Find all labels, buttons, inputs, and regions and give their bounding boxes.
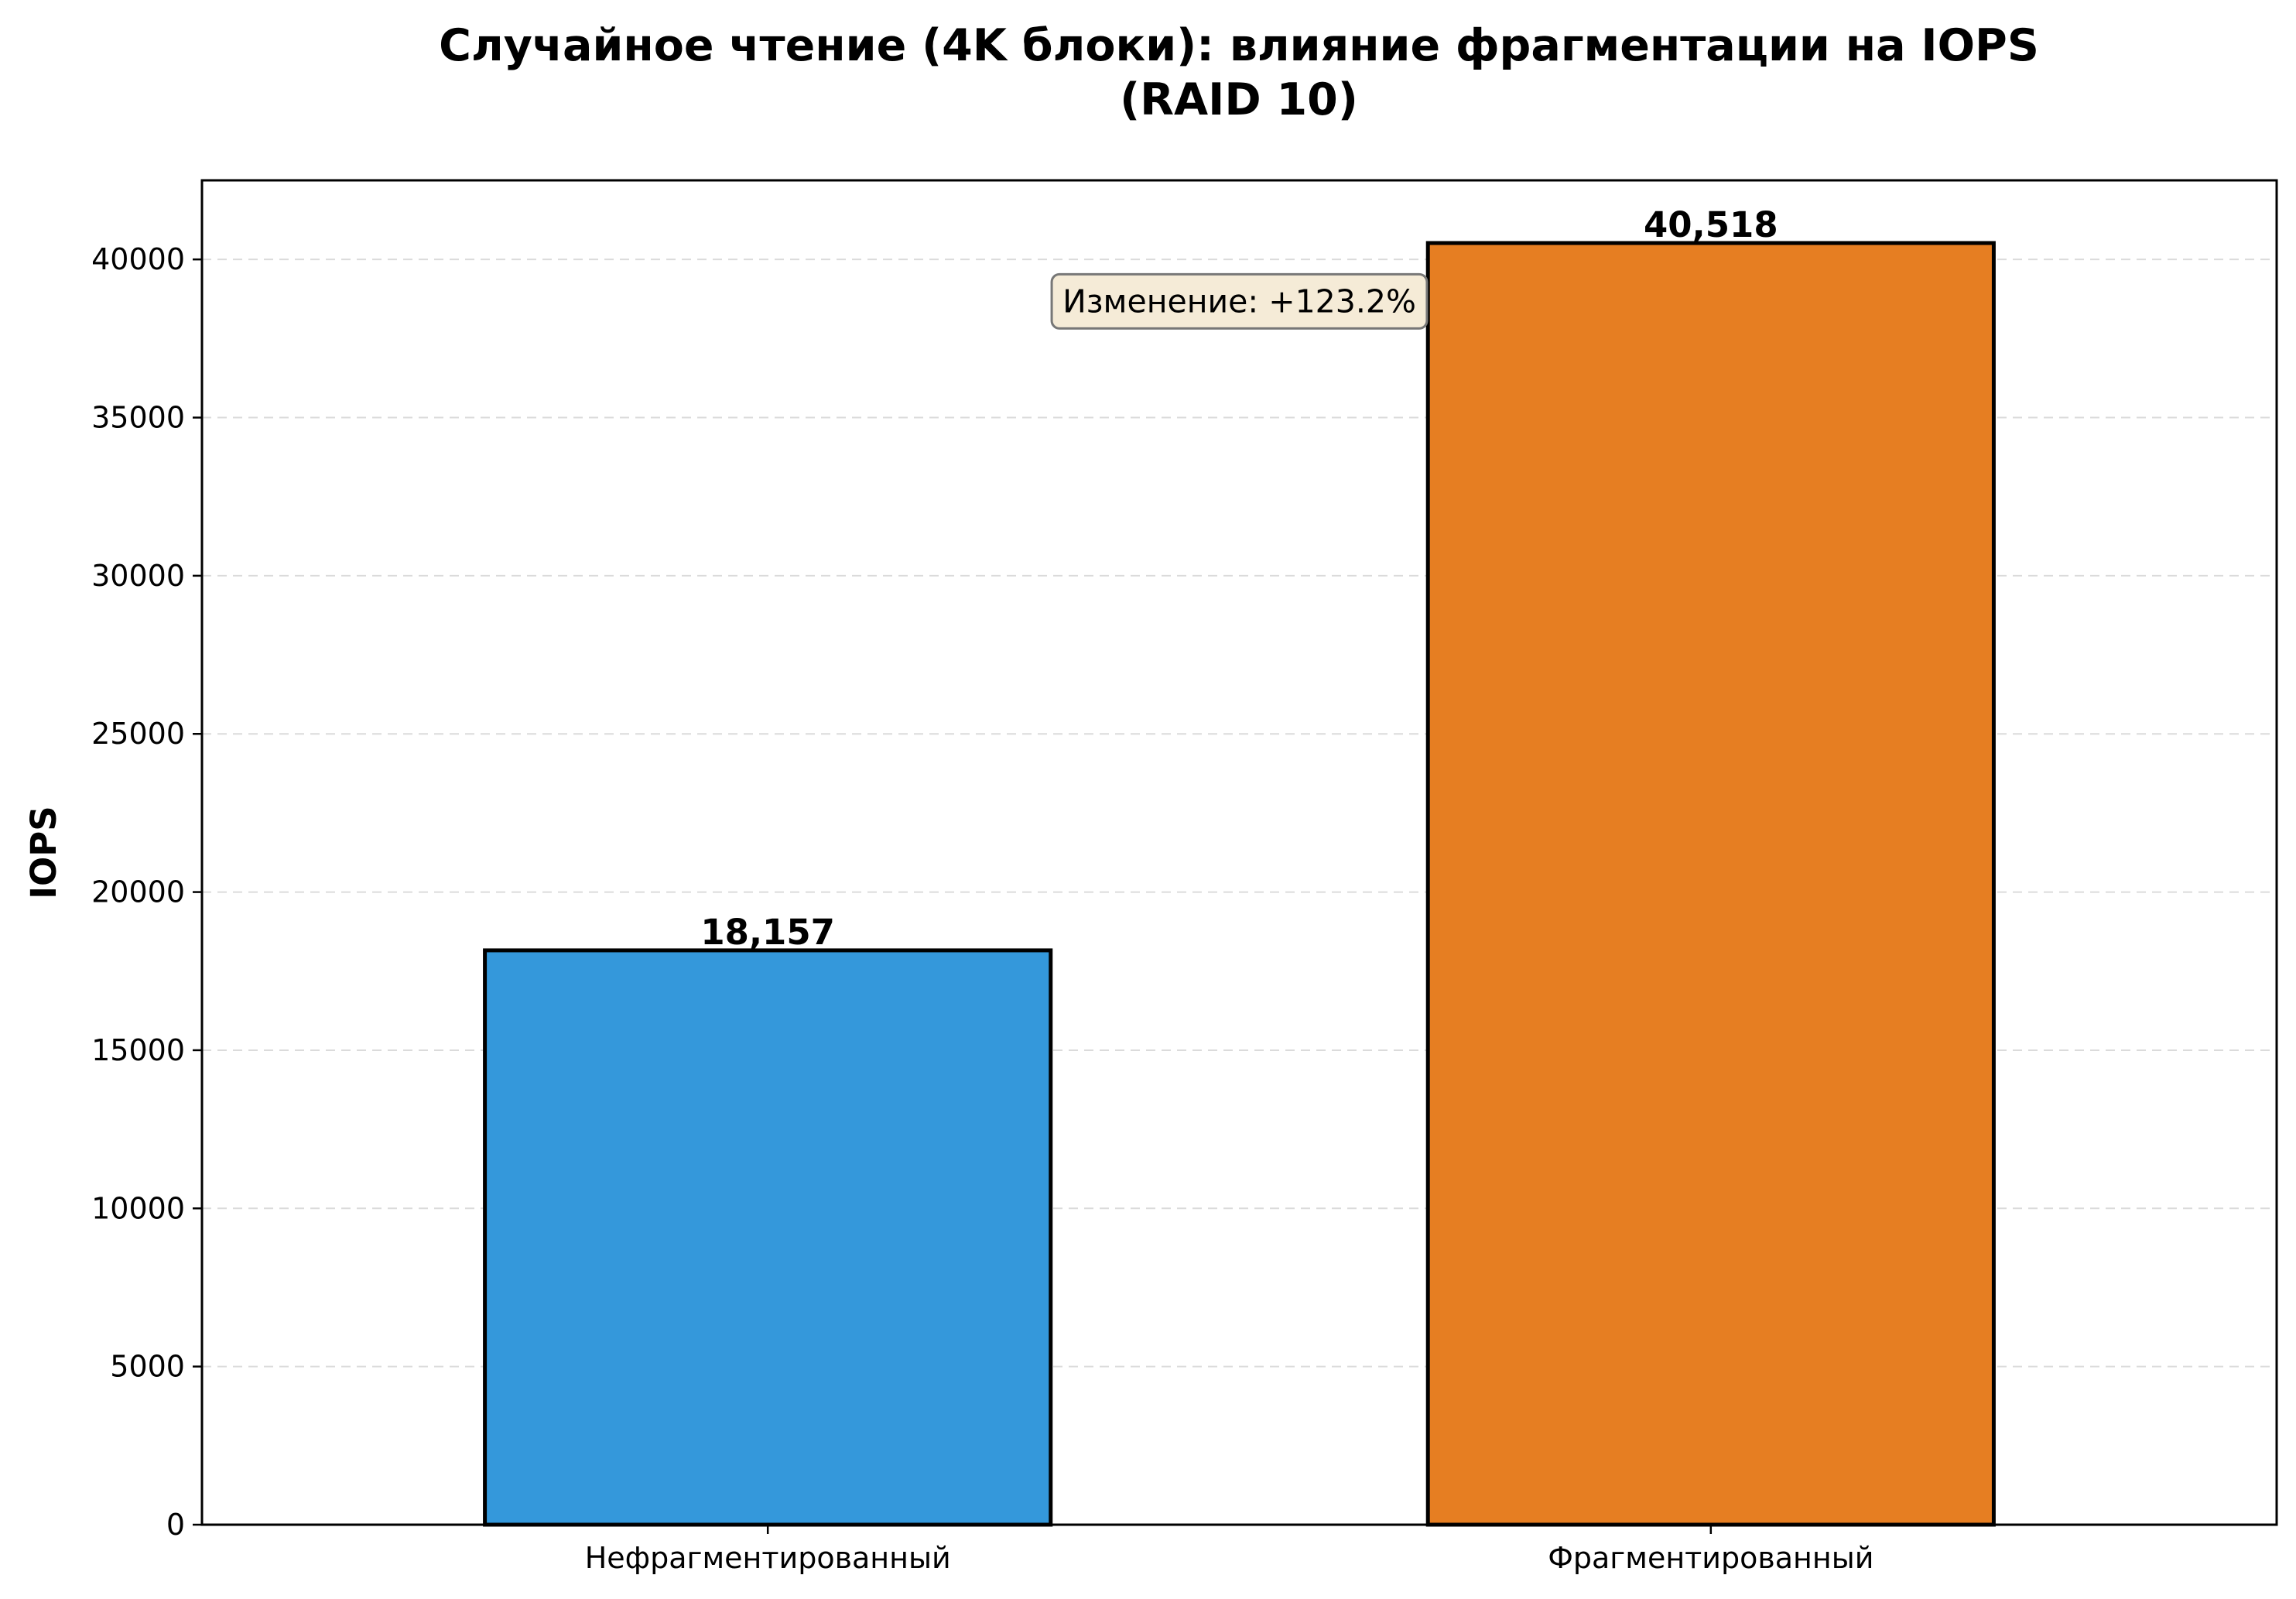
y-tick-label: 35000	[91, 401, 185, 435]
bar	[483, 948, 1053, 1527]
y-tick-label: 15000	[91, 1033, 185, 1067]
plot-frame	[200, 179, 2278, 1526]
bars	[483, 241, 1996, 1527]
y-axis-label: IOPS	[23, 806, 64, 899]
bar-value-label: 18,157	[700, 912, 835, 953]
y-tick-label: 20000	[91, 875, 185, 909]
bar	[1425, 241, 1996, 1527]
y-axis-ticks: 0 5000 10000 15000 20000 25000 30000 35000 40000	[91, 242, 202, 1542]
x-tick-label: Фрагментированный	[1548, 1541, 1873, 1575]
y-tick-label: 30000	[91, 559, 185, 593]
y-tick-label: 0	[166, 1508, 185, 1542]
change-annotation: Изменение: +123.2%	[1050, 272, 1429, 330]
y-tick-label: 10000	[91, 1191, 185, 1225]
annotation-text: Изменение: +123.2%	[1062, 282, 1416, 320]
y-tick-label: 25000	[91, 717, 185, 751]
chart-title-line1: Случайное чтение (4K блоки): влияние фра…	[439, 20, 2039, 71]
annotation-box	[1050, 272, 1429, 330]
y-tick-label: 5000	[110, 1350, 185, 1384]
y-tick-label: 40000	[91, 242, 185, 276]
chart-title-line2: (RAID 10)	[1120, 74, 1358, 125]
x-tick-label: Нефрагментированный	[585, 1541, 951, 1575]
bar-value-label: 40,518	[1644, 204, 1778, 245]
x-axis-ticks: Нефрагментированный Фрагментированный	[585, 1525, 1873, 1575]
data-labels: 18,157 40,518	[700, 204, 1778, 953]
